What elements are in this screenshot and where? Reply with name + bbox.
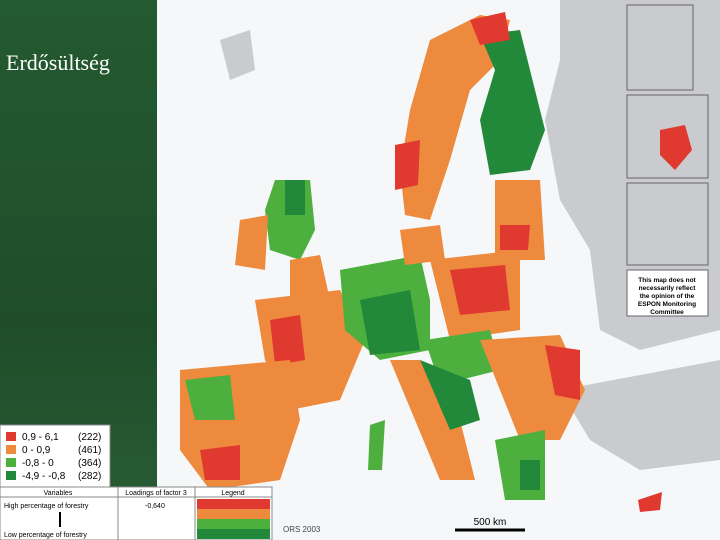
legend-count: (364): [78, 458, 101, 469]
table-cell: -0,640: [145, 503, 165, 510]
legend-ramp: [197, 509, 270, 519]
credit: ORS 2003: [283, 525, 321, 534]
table-header: Variables: [44, 490, 73, 497]
note-line: the opinion of the: [640, 293, 695, 300]
table-cell: High percentage of forestry: [4, 503, 89, 510]
insets: [626, 4, 709, 266]
legend-count: (222): [78, 432, 101, 443]
slide-title: Erdősültség: [6, 50, 110, 75]
legend-ramp: [197, 529, 270, 539]
legend-range: -4,9 - -0,8: [22, 471, 66, 482]
scale-label: 500 km: [474, 517, 507, 528]
note-box: [626, 269, 709, 317]
legend-count: (461): [78, 445, 101, 456]
legend-range: 0 - 0,9: [22, 445, 51, 456]
table-header: Legend: [221, 490, 244, 497]
legend-swatch: [6, 458, 16, 467]
legend-range: -0,8 - 0: [22, 458, 54, 469]
note-line: This map does not: [638, 277, 696, 284]
note-text: This map does not necessarily reflect the …: [638, 277, 697, 316]
legend-ramp: [197, 499, 270, 509]
legend-ramp: [197, 519, 270, 529]
table-cell: Low percentage of forestry: [4, 532, 87, 539]
non-espon-land: [220, 0, 720, 470]
note-line: necessarily reflect: [639, 285, 697, 292]
legend-swatch: [6, 471, 16, 480]
legend-count: (282): [78, 471, 101, 482]
legend-box: [0, 424, 111, 488]
regions: [180, 12, 662, 512]
table-header: Loadings of factor 3: [125, 490, 187, 497]
note-line: ESPON Monitoring: [638, 301, 696, 308]
inset-region: [660, 125, 692, 170]
legend-swatch: [6, 432, 16, 441]
legend-swatch: [6, 445, 16, 454]
note-line: Committee: [650, 309, 684, 316]
legend-range: 0,9 - 6,1: [22, 432, 59, 443]
